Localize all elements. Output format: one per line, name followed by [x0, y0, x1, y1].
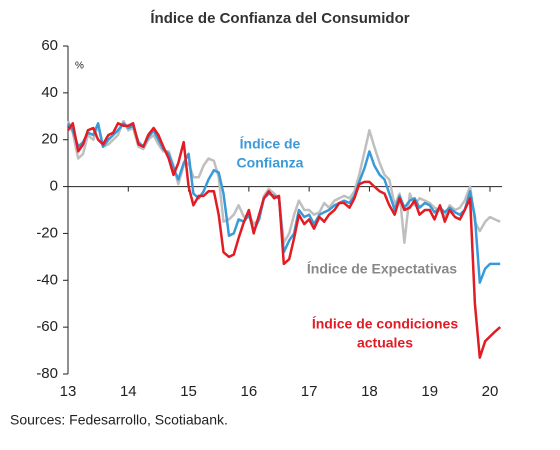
y-tick-label: -60 [36, 318, 58, 335]
y-tick-label: 0 [50, 178, 58, 195]
series-line [66, 122, 502, 359]
source: Sources: Fedesarrollo, Scotiabank. [10, 412, 228, 428]
y-tick-label: 60 [41, 37, 58, 54]
series-label: Índice de Expectativas [307, 261, 457, 277]
x-tick-label: 18 [361, 383, 378, 400]
chart-title: Índice de Confianza del Consumidor [150, 10, 409, 27]
x-tick-label: 13 [60, 383, 77, 400]
x-tick-label: 14 [120, 383, 137, 400]
series-label: Confianza [237, 155, 304, 171]
y-tick-label: -20 [36, 224, 58, 241]
series-label: actuales [357, 335, 413, 351]
x-tick-label: 16 [241, 383, 258, 400]
y-tick-label: 20 [41, 131, 58, 148]
series-label: Índice de [240, 136, 301, 152]
y-tick-label: -40 [36, 271, 58, 288]
y-tick-label: 40 [41, 84, 58, 101]
y-tick-label: -80 [36, 365, 58, 382]
x-tick-label: 15 [180, 383, 197, 400]
y-unit: % [75, 61, 84, 72]
x-tick-label: 20 [482, 383, 499, 400]
series-label: Índice de condiciones [312, 316, 458, 332]
x-tick-label: 17 [301, 383, 318, 400]
x-tick-label: 19 [421, 383, 438, 400]
